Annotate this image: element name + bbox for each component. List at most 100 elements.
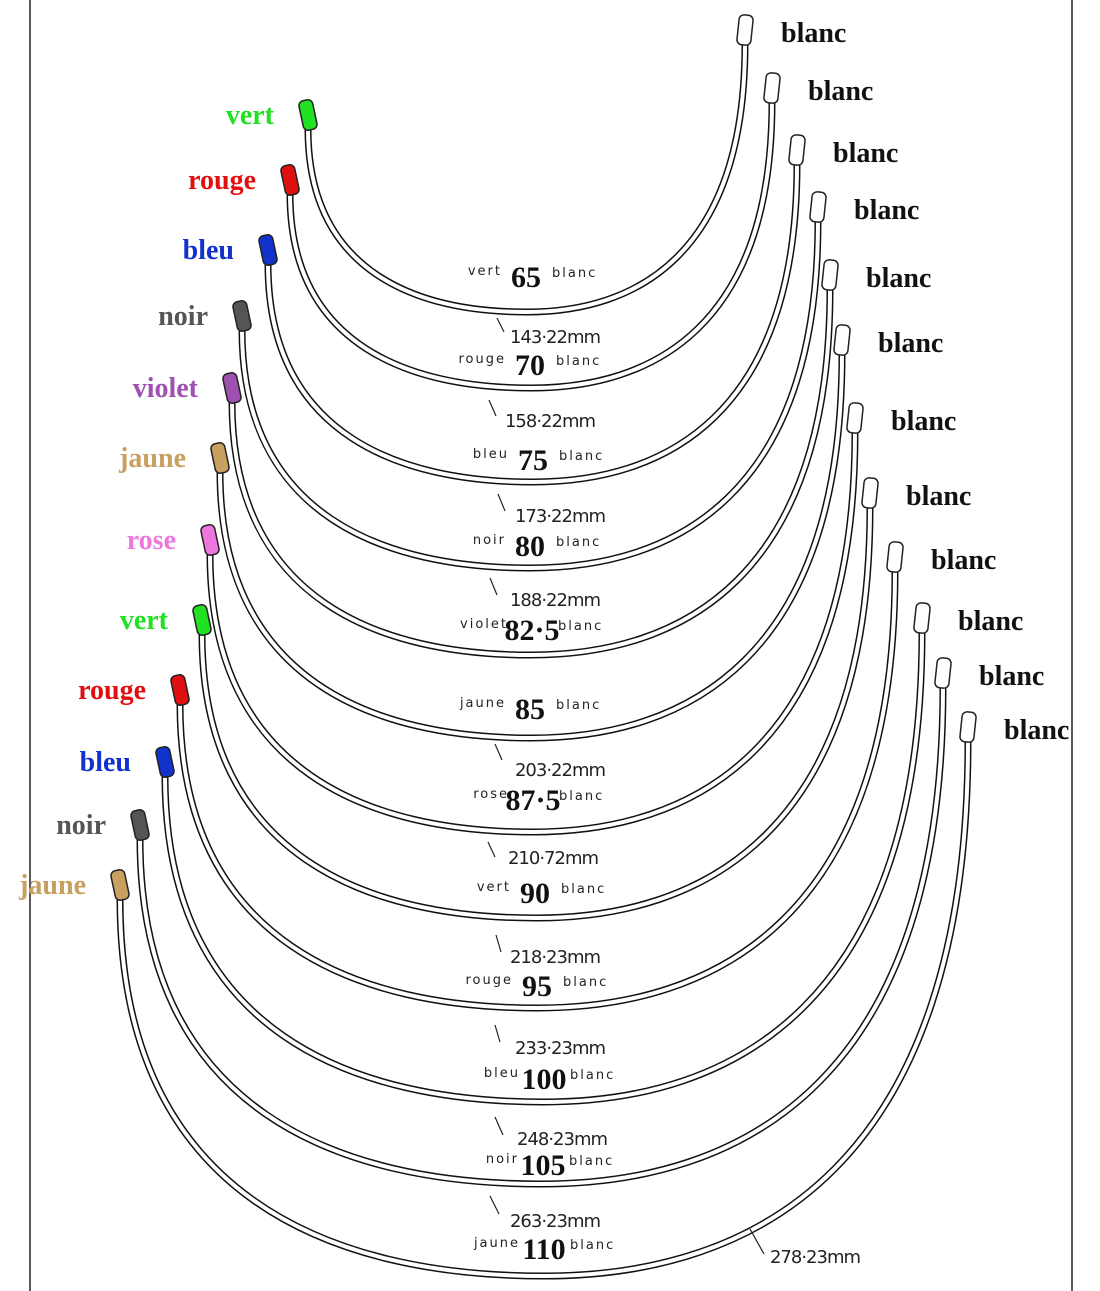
length-pointer <box>489 1195 500 1215</box>
length-label: 210·72mm <box>508 848 598 869</box>
size-label: 100 <box>522 1063 567 1096</box>
right-label: blanc <box>781 18 846 49</box>
left-tip <box>298 99 318 131</box>
right-label: blanc <box>808 76 873 107</box>
right-label: blanc <box>1004 715 1069 746</box>
inner-right-label: blanc <box>570 1068 615 1083</box>
length-label: 143·22mm <box>510 327 600 348</box>
wire-core <box>218 353 844 741</box>
left-label: jaune <box>118 443 186 474</box>
inner-left-label: vert <box>468 264 502 279</box>
wire-core <box>230 288 832 658</box>
left-label: jaune <box>18 870 86 901</box>
wire-core <box>288 101 774 391</box>
length-label: 188·22mm <box>510 590 600 611</box>
length-pointer <box>487 841 496 858</box>
wire-core <box>266 163 799 485</box>
left-tip <box>210 442 230 474</box>
size-label: 65 <box>511 261 541 294</box>
right-tip <box>861 477 879 509</box>
size-label: 95 <box>522 970 552 1003</box>
inner-right-label: blanc <box>563 975 608 990</box>
left-tip <box>170 674 190 706</box>
left-tip <box>222 372 242 404</box>
inner-right-label: blanc <box>556 698 601 713</box>
wire-core <box>200 506 872 921</box>
left-tip <box>130 809 150 841</box>
inner-right-label: blanc <box>561 882 606 897</box>
length-label: 218·23mm <box>510 947 600 968</box>
left-label: noir <box>158 301 208 332</box>
wire-core <box>208 431 857 835</box>
inner-right-label: blanc <box>556 535 601 550</box>
right-tip <box>886 541 904 573</box>
left-label: bleu <box>183 235 234 266</box>
right-tip <box>934 657 952 689</box>
right-tip <box>763 72 781 104</box>
left-tip <box>110 869 130 901</box>
right-tip <box>788 134 806 166</box>
left-tip <box>155 746 175 778</box>
left-label: rouge <box>78 675 146 706</box>
length-label: 278·23mm <box>770 1247 860 1268</box>
right-label: blanc <box>854 195 919 226</box>
right-tip <box>959 711 977 743</box>
size-label: 80 <box>515 530 545 563</box>
size-label: 87·5 <box>505 784 560 817</box>
left-tip <box>280 164 300 196</box>
inner-right-label: blanc <box>558 619 603 634</box>
left-tip <box>200 524 220 556</box>
inner-left-label: vert <box>477 880 511 895</box>
inner-right-label: blanc <box>556 354 601 369</box>
length-pointer <box>494 1116 504 1136</box>
wire-core <box>163 631 924 1105</box>
left-label: noir <box>56 810 106 841</box>
length-pointer <box>494 1024 501 1043</box>
left-label: vert <box>120 605 169 636</box>
right-tip <box>833 324 851 356</box>
right-label: blanc <box>979 661 1044 692</box>
left-tip <box>258 234 278 266</box>
inner-left-label: violet <box>460 617 508 632</box>
left-label: rouge <box>188 165 256 196</box>
length-label: 248·23mm <box>517 1129 607 1150</box>
size-label: 90 <box>520 877 550 910</box>
inner-right-label: blanc <box>552 266 597 281</box>
length-label: 203·22mm <box>515 760 605 781</box>
right-tip <box>809 191 827 223</box>
size-label: 110 <box>522 1233 565 1266</box>
length-pointer <box>494 743 503 761</box>
length-pointer <box>489 577 498 596</box>
inner-left-label: rouge <box>465 973 513 988</box>
right-tip <box>846 402 864 434</box>
right-tip <box>736 14 754 46</box>
length-label: 173·22mm <box>515 506 605 527</box>
left-label: rose <box>127 525 176 556</box>
length-pointer <box>749 1228 765 1255</box>
size-label: 75 <box>518 444 548 477</box>
size-label: 105 <box>521 1149 566 1182</box>
right-label: blanc <box>891 406 956 437</box>
right-label: blanc <box>958 606 1023 637</box>
length-pointer <box>497 493 506 512</box>
left-label: vert <box>226 100 275 131</box>
inner-right-label: blanc <box>569 1154 614 1169</box>
length-pointer <box>488 399 497 417</box>
size-label: 70 <box>515 349 545 382</box>
right-label: blanc <box>906 481 971 512</box>
length-label: 233·23mm <box>515 1038 605 1059</box>
length-label: 263·23mm <box>510 1211 600 1232</box>
size-label: 82·5 <box>504 614 559 647</box>
wire-core <box>306 43 747 315</box>
right-label: blanc <box>833 138 898 169</box>
right-label: blanc <box>931 545 996 576</box>
wire-core <box>178 570 897 1011</box>
inner-left-label: noir <box>486 1152 519 1167</box>
inner-left-label: jaune <box>473 1236 520 1251</box>
inner-right-label: blanc <box>570 1238 615 1253</box>
right-tip <box>821 259 839 291</box>
inner-left-label: noir <box>473 533 506 548</box>
inner-right-label: blanc <box>559 789 604 804</box>
left-label: bleu <box>80 747 131 778</box>
